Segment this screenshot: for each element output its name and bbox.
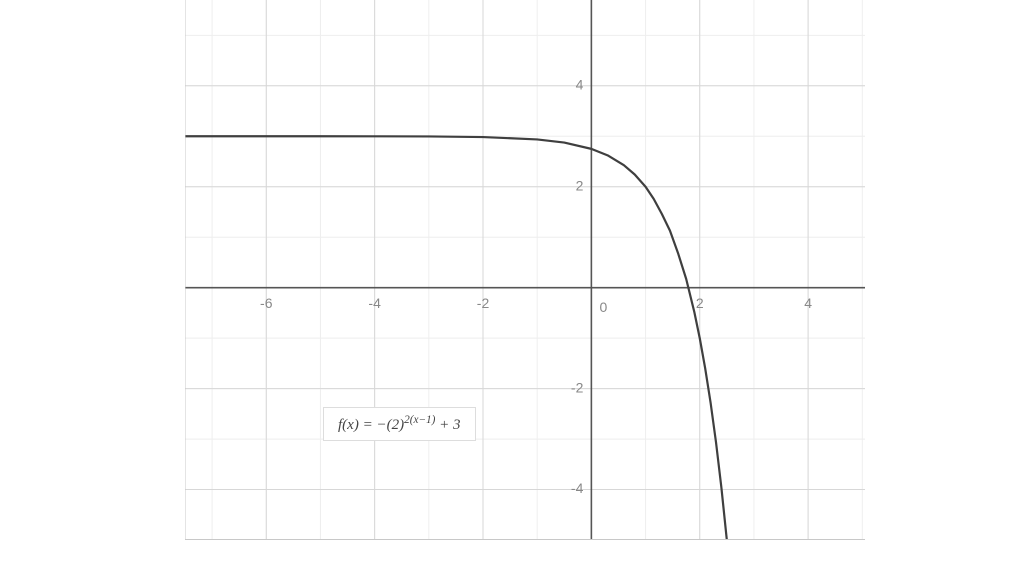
svg-text:-2: -2 bbox=[477, 295, 490, 311]
svg-text:0: 0 bbox=[599, 299, 607, 315]
svg-text:-6: -6 bbox=[260, 295, 273, 311]
svg-text:2: 2 bbox=[696, 295, 704, 311]
svg-text:4: 4 bbox=[804, 295, 812, 311]
chart-container: -6 -4 -2 0 2 4 -4 -2 2 4 f(x) = −(2)2(x−1) + 3 bbox=[185, 0, 865, 540]
svg-text:-2: -2 bbox=[571, 379, 584, 395]
svg-text:-4: -4 bbox=[368, 295, 381, 311]
function-graph: -6 -4 -2 0 2 4 -4 -2 2 4 bbox=[185, 0, 865, 540]
svg-text:2: 2 bbox=[576, 177, 584, 193]
svg-text:4: 4 bbox=[576, 76, 584, 92]
svg-text:-4: -4 bbox=[571, 480, 584, 496]
formula-label: f(x) = −(2)2(x−1) + 3 bbox=[323, 407, 476, 441]
